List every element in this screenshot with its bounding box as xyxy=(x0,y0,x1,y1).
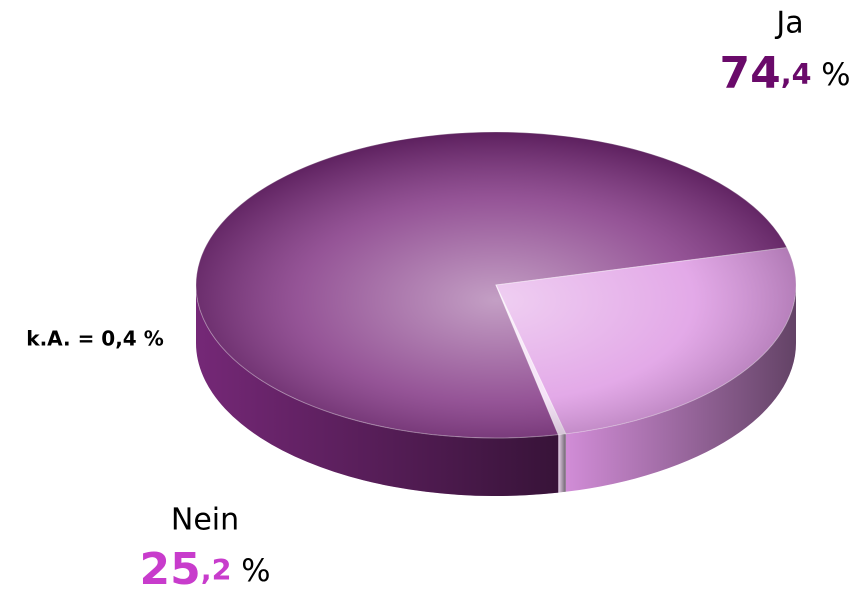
value-label: 25,2 % xyxy=(139,544,270,593)
side-shade xyxy=(196,285,559,496)
value-label: 74,4 % xyxy=(719,48,850,99)
side-shade xyxy=(565,285,796,492)
category-label: Ja xyxy=(774,6,803,41)
value-label: k.A. = 0,4 % xyxy=(26,327,163,351)
highlight xyxy=(196,132,796,438)
category-label: Nein xyxy=(171,503,239,538)
side-shade xyxy=(558,433,566,493)
